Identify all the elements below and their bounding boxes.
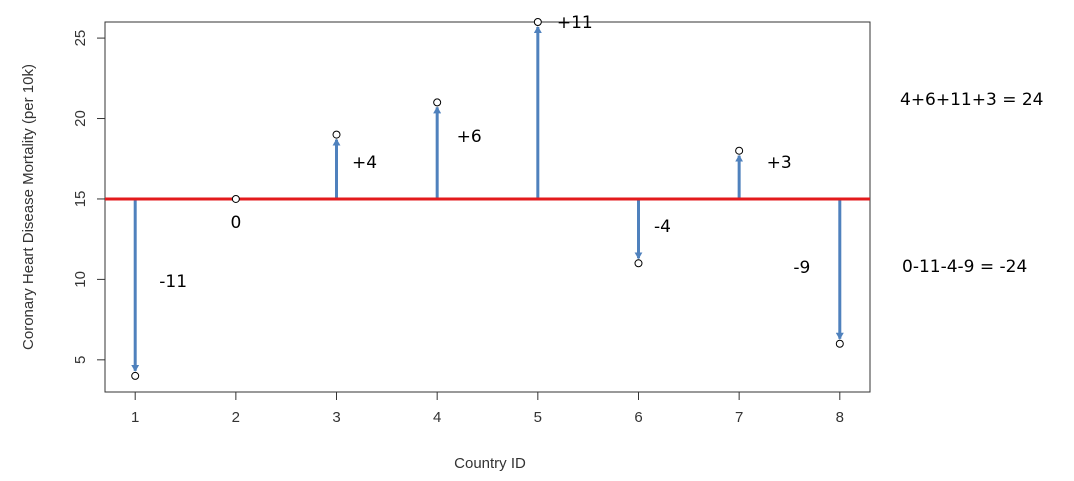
- x-tick-label: 5: [534, 409, 542, 426]
- negative-sum-note: 0-11-4-9 = -24: [902, 257, 1028, 277]
- x-tick-label: 1: [131, 409, 139, 426]
- deviation-label: -9: [793, 258, 810, 278]
- y-axis: 5 10 15 20 25: [72, 30, 106, 364]
- data-point: [231, 194, 240, 203]
- deviation-label: +6: [457, 127, 482, 147]
- y-tick-label: 20: [72, 110, 89, 127]
- x-tick-label: 6: [634, 409, 642, 426]
- deviation-label: +4: [352, 153, 377, 173]
- positive-sum-note: 4+6+11+3 = 24: [900, 90, 1044, 110]
- x-tick-label: 7: [735, 409, 743, 426]
- data-points: [131, 18, 844, 380]
- y-tick-label: 5: [72, 356, 89, 364]
- x-tick-label: 4: [433, 409, 441, 426]
- data-point: [735, 146, 744, 155]
- plot-frame: [104, 21, 871, 393]
- y-tick-label: 15: [72, 191, 89, 208]
- deviation-label: 0: [230, 213, 241, 233]
- x-tick-label: 8: [836, 409, 844, 426]
- deviation-label: -4: [654, 217, 671, 237]
- data-point: [332, 130, 341, 139]
- x-tick-label: 2: [232, 409, 240, 426]
- y-axis-title: Coronary Heart Disease Mortality (per 10…: [20, 64, 37, 350]
- y-tick-label: 25: [72, 30, 89, 47]
- deviation-label: -11: [159, 272, 187, 292]
- deviation-labels: -11 0 +4 +6 +11 -4 +3 -9: [159, 13, 810, 292]
- data-point: [835, 339, 844, 348]
- deviation-label: +3: [767, 153, 792, 173]
- y-tick-label: 10: [72, 271, 89, 288]
- deviation-label: +11: [557, 13, 593, 33]
- data-point: [634, 259, 643, 268]
- x-tick-label: 3: [332, 409, 340, 426]
- data-point: [533, 18, 542, 26]
- data-point: [131, 371, 140, 380]
- x-axis: 1 2 3 4 5 6 7 8: [131, 391, 844, 426]
- deviation-arrows: [131, 26, 844, 372]
- x-axis-title: Country ID: [454, 455, 526, 472]
- data-point: [433, 98, 442, 107]
